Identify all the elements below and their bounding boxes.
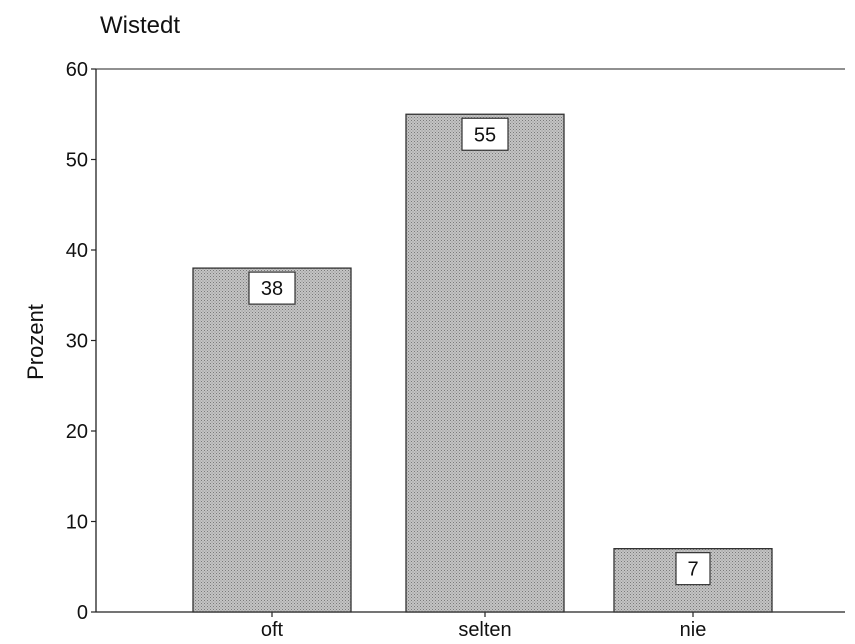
y-tick-label: 20 [66, 421, 88, 443]
data-label: 55 [474, 124, 496, 146]
data-label-box [248, 271, 296, 305]
data-label-box [461, 117, 509, 151]
x-tick-label: nie [680, 619, 707, 641]
y-tick-label: 60 [66, 59, 88, 81]
y-tick-label: 0 [77, 602, 88, 624]
bar-selten [405, 113, 565, 613]
x-tick-label: oft [261, 619, 284, 641]
y-tick-label: 10 [66, 512, 88, 534]
y-tick-label: 30 [66, 331, 88, 353]
y-axis-title: Prozent [23, 304, 48, 380]
data-label-box [675, 552, 711, 586]
y-tick-label: 50 [66, 150, 88, 172]
bar-oft [192, 267, 352, 613]
chart-title: Wistedt [100, 12, 181, 39]
y-tick-label: 40 [66, 240, 88, 262]
data-label: 7 [687, 559, 698, 581]
data-label: 38 [261, 278, 283, 300]
x-tick-label: selten [458, 619, 511, 641]
